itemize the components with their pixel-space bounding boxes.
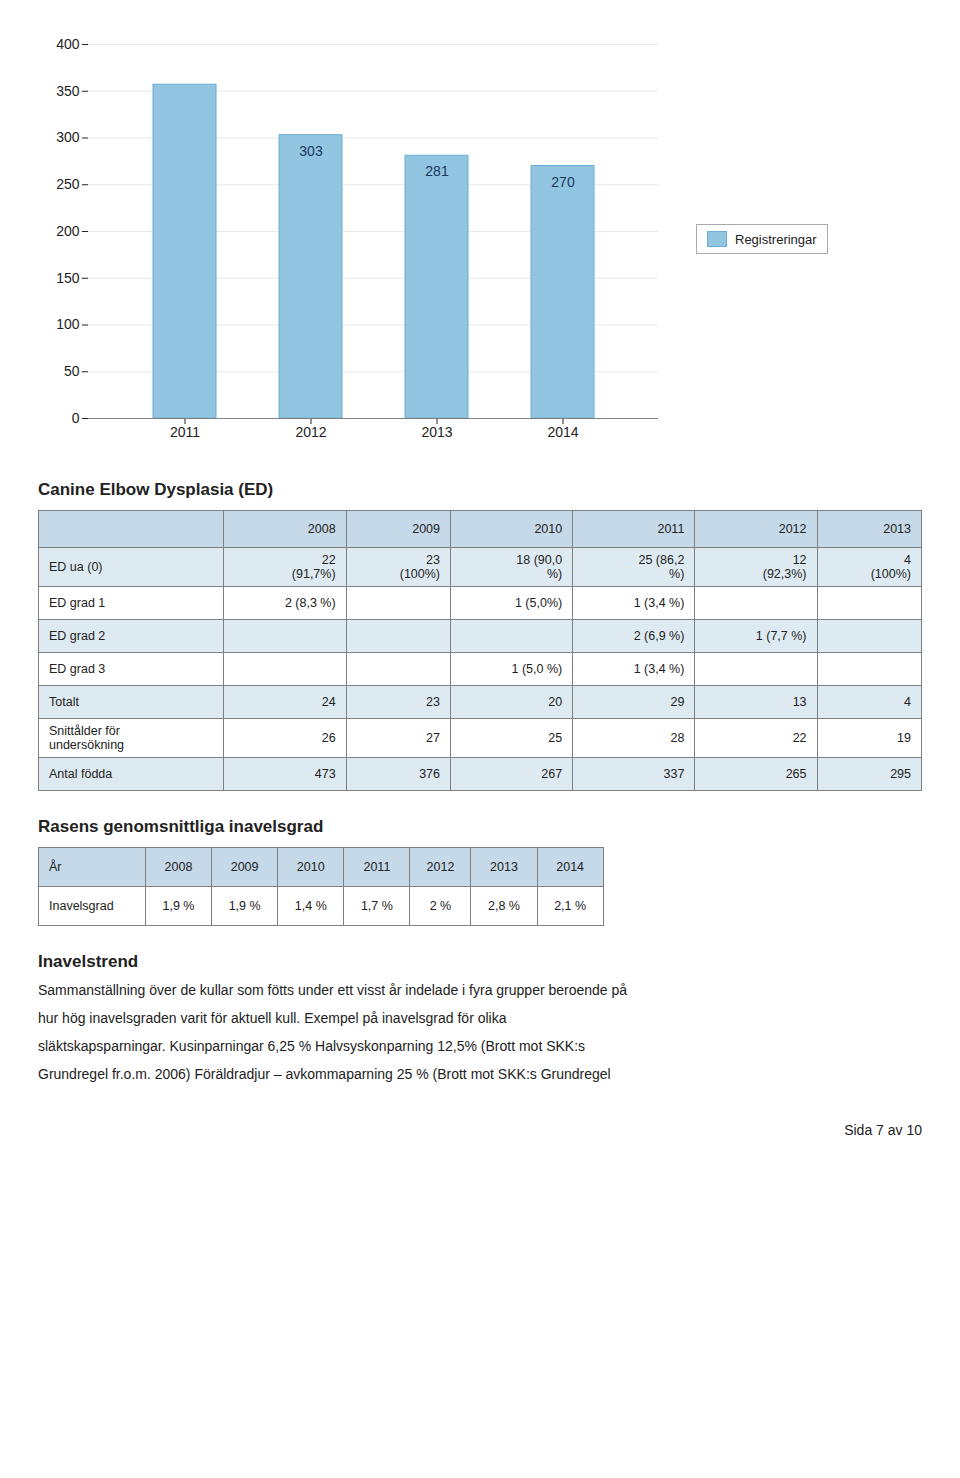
html-text:ED ua (0): ED ua (0)	[49, 560, 103, 574]
html-text:2013: 2013	[883, 522, 911, 536]
html-text:22: 22	[792, 731, 807, 745]
svg-text:2014: 2014	[547, 424, 578, 440]
html-text:Canine Elbow Dysplasia (ED): Canine Elbow Dysplasia (ED)	[38, 480, 274, 499]
svg-text:400: 400	[56, 36, 80, 52]
html-text:1,9 %: 1,9 %	[162, 899, 195, 913]
html-text:Sammanställning över de kullar: Sammanställning över de kullar som fötts…	[38, 982, 628, 998]
html-text:Registreringar: Registreringar	[735, 231, 817, 247]
html-text:1 (3,4 %): 1 (3,4 %)	[633, 662, 685, 676]
html-text:2 (8,3 %): 2 (8,3 %)	[284, 596, 336, 610]
html-text:1 (5,0 %): 1 (5,0 %)	[511, 662, 563, 676]
svg-text:2011: 2011	[170, 424, 200, 440]
html-text:2,1 %: 2,1 %	[554, 899, 587, 913]
html-text:Grundregel fr.o.m. 2006) Föräl: Grundregel fr.o.m. 2006) Föräldradjur – …	[38, 1066, 611, 1082]
html-text:295: 295	[890, 767, 911, 781]
svg-text:2013: 2013	[421, 424, 452, 440]
html-text:2014: 2014	[556, 860, 585, 874]
html-text:ED grad 1: ED grad 1	[49, 596, 106, 610]
html-text:29: 29	[670, 695, 685, 709]
svg-text:303: 303	[299, 143, 323, 159]
html-text:13: 13	[792, 695, 807, 709]
html-text:25: 25	[548, 731, 563, 745]
html-text:ED grad 2: ED grad 2	[49, 629, 106, 643]
html-text:1 (7,7 %): 1 (7,7 %)	[755, 629, 807, 643]
html-text:1 (3,4 %): 1 (3,4 %)	[633, 596, 685, 610]
svg-text:350: 350	[56, 83, 80, 99]
svg-text:150: 150	[56, 270, 80, 286]
html-text:Rasens genomsnittliga inavelsg: Rasens genomsnittliga inavelsgrad	[38, 817, 324, 836]
html-text:28: 28	[670, 731, 685, 745]
html-text:2010: 2010	[296, 860, 325, 874]
html-text:1,4 %: 1,4 %	[294, 899, 327, 913]
svg-text:250: 250	[56, 176, 80, 192]
html-text:4: 4	[904, 695, 911, 709]
html-text:473: 473	[314, 767, 336, 781]
svg-text:50: 50	[64, 363, 80, 379]
html-text:2008: 2008	[307, 522, 336, 536]
html-text:Totalt: Totalt	[49, 695, 79, 709]
html-text:2 %: 2 %	[429, 899, 452, 913]
html-text:1 (5,0%): 1 (5,0%)	[514, 596, 563, 610]
html-text:1,7 %: 1,7 %	[360, 899, 393, 913]
svg-text:300: 300	[56, 129, 80, 145]
svg-text:0: 0	[72, 410, 80, 426]
svg-text:200: 200	[56, 223, 80, 239]
svg-text:100: 100	[56, 316, 80, 332]
html-text:12 (92,3%): 12 (92,3%)	[762, 553, 807, 581]
html-text:25 (86,2 %): 25 (86,2 %)	[638, 553, 685, 581]
html-text:23: 23	[426, 695, 440, 709]
html-text:2011: 2011	[363, 860, 391, 874]
html-text:4 (100%): 4 (100%)	[870, 553, 911, 581]
html-text:19: 19	[897, 731, 911, 745]
html-text:2 (6,9 %): 2 (6,9 %)	[633, 629, 685, 643]
html-text:2012: 2012	[778, 522, 807, 536]
html-text:2009: 2009	[230, 860, 259, 874]
html-text:265: 265	[785, 767, 807, 781]
html-text:Snittålder för undersökning: Snittålder för undersökning	[49, 724, 125, 752]
html-text:hur hög inavelsgraden varit fö: hur hög inavelsgraden varit för aktuell …	[38, 1010, 507, 1026]
html-text:18 (90,0 %): 18 (90,0 %)	[516, 553, 563, 581]
html-text:2011: 2011	[657, 522, 685, 536]
html-text:Inavelstrend: Inavelstrend	[38, 952, 139, 971]
html-text:20: 20	[548, 695, 563, 709]
svg-text:270: 270	[551, 174, 575, 190]
html-text:27: 27	[426, 731, 440, 745]
html-text:Sida 7 av 10: Sida 7 av 10	[844, 1122, 922, 1138]
html-text:26: 26	[321, 731, 336, 745]
html-text:267: 267	[541, 767, 563, 781]
html-text:2,8 %: 2,8 %	[488, 899, 520, 913]
html-text:ED grad 3: ED grad 3	[49, 662, 106, 676]
html-text:23 (100%): 23 (100%)	[399, 553, 440, 581]
html-text:337: 337	[663, 767, 685, 781]
html-text:22 (91,7%): 22 (91,7%)	[291, 553, 336, 581]
html-text:2008: 2008	[164, 860, 193, 874]
svg-text:2012: 2012	[295, 424, 326, 440]
html-text:År: År	[49, 860, 62, 874]
html-text:släktskapsparningar. Kusinparn: släktskapsparningar. Kusinparningar 6,25…	[38, 1038, 586, 1054]
html-text:Inavelsgrad: Inavelsgrad	[49, 899, 114, 913]
html-text:2013: 2013	[490, 860, 518, 874]
html-text:24: 24	[321, 695, 336, 709]
html-text:Antal födda: Antal födda	[49, 767, 113, 781]
svg-text:281: 281	[425, 163, 449, 179]
html-text:2010: 2010	[534, 522, 563, 536]
html-text:376: 376	[419, 767, 440, 781]
html-text:2012: 2012	[426, 860, 455, 874]
html-text:2009: 2009	[412, 522, 440, 536]
html-text:1,9 %: 1,9 %	[228, 899, 261, 913]
